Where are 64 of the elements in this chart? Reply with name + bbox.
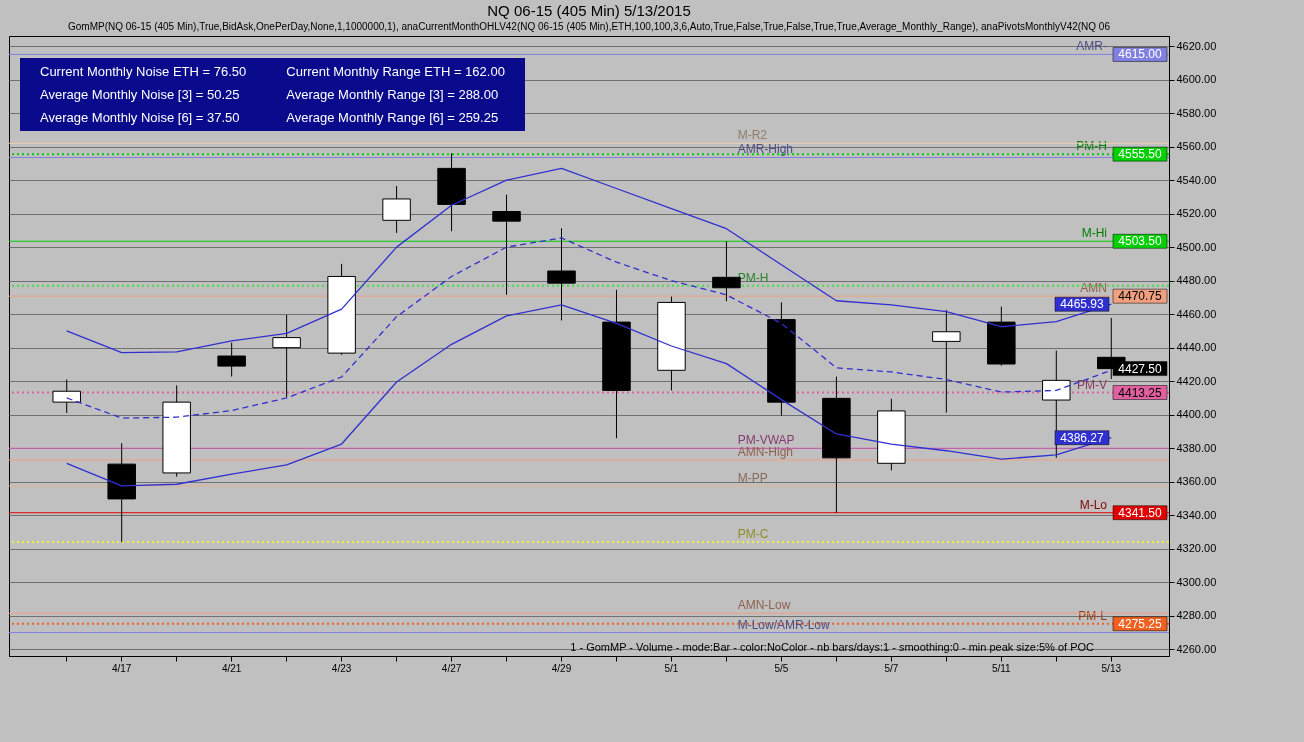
x-tick-label: 5/13 [1101,662,1122,674]
chart-subtitle: GomMP(NQ 06-15 (405 Min),True,BidAsk,OnePerDay,None,1,1000000,1), anaCurrentMonthOHLV42(NQ 06-15 (405 Min),ETH,100,100,3,6,Auto,True,False,True,False,True,True,Average_Monthly_Range), anaPivotsMonthlyV42(NQ 06 [68,21,1111,32]
annotation: 4615.00 [1118,47,1163,62]
y-tick-label: 4320.00 [1176,542,1217,555]
y-tick-label: 4420.00 [1176,374,1217,387]
ref-line-label: PM-L [1078,608,1108,623]
y-tick-label: 4260.00 [1176,642,1217,655]
annotation: Average Monthly Noise [3] = 50.25 [40,87,241,102]
y-tick-label: 4540.00 [1176,173,1217,186]
x-tick-label: 4/29 [551,662,572,674]
annotation: 4503.50 [1118,234,1163,249]
y-tick-label: 4300.00 [1176,575,1217,588]
y-tick-label: 4580.00 [1176,106,1217,119]
data-label: 4386.27 [1060,430,1105,445]
ref-line-label: PM-H [737,270,769,285]
annotation: 4427.50 [1118,361,1163,376]
y-tick-label: 4340.00 [1176,508,1217,521]
x-tick-label: 5/11 [991,662,1012,674]
ref-line-label: M-Lo [1079,497,1108,512]
x-tick-label: 5/1 [664,662,679,674]
annotation: 4341.50 [1118,505,1163,520]
data-label: 4465.93 [1060,297,1105,312]
x-tick-label: 4/17 [111,662,132,674]
x-tick-label: 4/21 [221,662,242,674]
y-tick-label: 4480.00 [1176,274,1217,287]
ref-line-label: AMN [1080,281,1107,296]
y-tick-label: 4500.00 [1176,240,1217,253]
y-tick-label: 4440.00 [1176,341,1217,354]
ref-line-label: M-Low/AMR-Low [737,617,831,632]
x-tick-label: 4/23 [331,662,352,674]
annotation: 4413.25 [1118,385,1163,400]
y-tick-label: 4620.00 [1176,39,1217,52]
candlestick [272,314,301,398]
annotation: Current Monthly Range ETH = 162.00 [286,64,505,79]
x-tick-label: 4/27 [441,662,462,674]
annotation: Average Monthly Range [3] = 288.00 [286,87,500,102]
x-tick-label: 5/5 [774,662,789,674]
ref-line-label: PM-V [1077,377,1107,392]
y-tick-label: 4360.00 [1176,475,1217,488]
annotation: 4275.25 [1118,616,1163,631]
annotation: 4555.50 [1118,147,1163,162]
annotation: Average Monthly Range [6] = 259.25 [286,110,500,125]
chart-title: NQ 06-15 (405 Min) 5/13/2015 [487,2,691,19]
annotation: Current Monthly Noise ETH = 76.50 [40,64,247,79]
y-tick-label: 4600.00 [1176,73,1217,86]
candlestick [932,309,961,414]
y-tick-label: 4280.00 [1176,609,1217,622]
ref-line-label: PM-C [737,527,769,542]
candlestick [492,194,521,296]
ref-line-label: AMN-Low [737,598,791,613]
y-tick-label: 4380.00 [1176,441,1217,454]
line-series [66,167,1112,354]
y-tick-label: 4560.00 [1176,140,1217,153]
ref-line-label: M-Hi [1081,226,1107,241]
x-tick-label: 5/7 [884,662,899,674]
y-tick-label: 4460.00 [1176,307,1217,320]
annotation: 4470.75 [1118,289,1163,304]
ref-line-label: M-R2 [737,128,768,143]
y-tick-label: 4520.00 [1176,207,1217,220]
annotation: 1 - GomMP - Volume - mode:Bar - color:NoColor - nb bars/days:1 - smoothing:0 - min peak size:5% of POC [570,641,1095,653]
y-tick-label: 4400.00 [1176,408,1217,421]
ref-line-label: PM-H [1076,139,1107,154]
ref-line-label: M-PP [737,470,768,485]
annotation: Average Monthly Noise [6] = 37.50 [40,110,241,125]
